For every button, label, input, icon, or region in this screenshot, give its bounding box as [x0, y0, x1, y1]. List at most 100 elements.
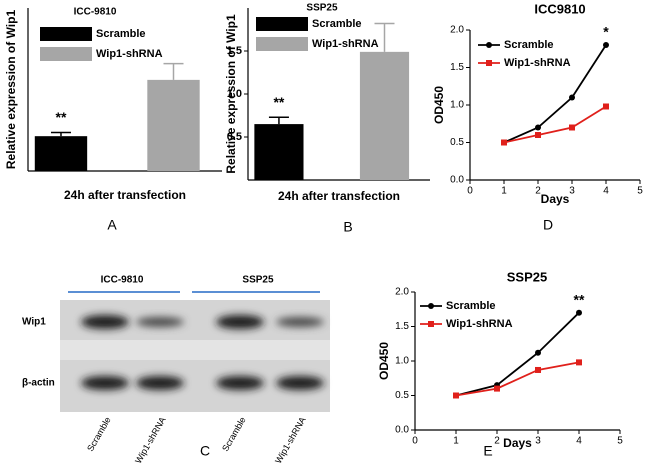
legend-swatch: [40, 27, 92, 41]
annotation: **: [574, 291, 585, 307]
annotation: **: [273, 94, 284, 110]
series-line: [503, 44, 607, 144]
legend-label: Wip1-shRNA: [96, 48, 163, 60]
y-axis-label: Relative expression of Wip1: [4, 10, 18, 170]
legend-swatch: [256, 17, 308, 31]
y-axis-label: OD450: [432, 86, 446, 124]
y-tick-label: 1.5: [227, 45, 242, 57]
y-tick-label: 1.5: [395, 321, 409, 332]
y-tick-label: 0.0: [395, 425, 409, 436]
x-tick-label: 4: [576, 436, 582, 447]
point: [603, 103, 609, 110]
blot-lane-label: Wip1-shRNA: [133, 415, 168, 464]
blot-group-label: SSP25: [242, 275, 274, 286]
blot-row-label: Wip1: [22, 317, 46, 328]
x-tick-label: 0: [412, 436, 418, 447]
bar: [359, 51, 410, 180]
chart-title: SSP25: [507, 269, 547, 284]
panel-label: C: [200, 443, 210, 459]
series-line: [503, 105, 607, 144]
point: [603, 42, 609, 48]
x-axis-label: Days: [503, 436, 532, 450]
blot-band: [81, 315, 129, 329]
blot-band: [276, 317, 324, 327]
y-tick-label: 0.5: [395, 390, 409, 401]
chart-title: ICC-9810: [74, 7, 117, 18]
x-axis-label: Days: [541, 192, 570, 206]
x-tick-label: 3: [535, 436, 541, 447]
y-tick-label: 1.0: [227, 88, 242, 100]
x-tick-label: 1: [453, 436, 459, 447]
y-tick-label: 0.0: [450, 175, 464, 186]
panel-label: B: [343, 219, 352, 235]
point: [569, 94, 575, 101]
point: [453, 392, 459, 399]
bar: [147, 79, 200, 171]
blot-band: [216, 376, 264, 390]
point: [535, 349, 541, 356]
legend-label: Scramble: [504, 39, 554, 51]
y-tick-label: 1.5: [450, 62, 464, 73]
blot-band: [136, 317, 184, 327]
legend-swatch: [256, 37, 308, 51]
panel-label: A: [107, 217, 117, 233]
blot-gap: [60, 340, 330, 360]
y-tick-label: 2.0: [395, 287, 409, 298]
legend-marker: [486, 42, 492, 48]
blot-band: [81, 376, 129, 390]
chart-title: ICC9810: [534, 1, 585, 16]
x-tick-label: 2: [494, 436, 500, 447]
point: [569, 124, 575, 131]
legend-marker: [428, 321, 434, 327]
panel-label: E: [483, 443, 492, 459]
series-line: [455, 312, 580, 397]
x-tick-label: 0: [467, 186, 473, 197]
legend-label: Scramble: [312, 18, 362, 30]
x-axis-label: 24h after transfection: [64, 188, 186, 202]
legend-marker: [486, 60, 492, 66]
blot-band: [276, 376, 324, 390]
point: [494, 385, 500, 392]
blot-lane-label: Scramble: [85, 415, 113, 453]
legend-marker: [428, 303, 434, 309]
y-tick-label: 1.0: [395, 356, 409, 367]
point: [501, 139, 507, 146]
x-tick-label: 4: [603, 186, 609, 197]
blot-lane-label: Scramble: [220, 415, 248, 453]
blot-band: [136, 376, 184, 390]
y-tick-label: 2.0: [450, 25, 464, 36]
point: [576, 309, 582, 316]
y-tick-label: 0.5: [450, 137, 464, 148]
annotation: *: [603, 24, 609, 40]
series-line: [455, 361, 580, 397]
legend-label: Wip1-shRNA: [446, 318, 513, 330]
legend-label: Wip1-shRNA: [312, 38, 379, 50]
y-tick-label: 1.0: [450, 100, 464, 111]
point: [535, 132, 541, 138]
blot-band: [216, 315, 264, 329]
x-tick-label: 5: [617, 436, 623, 447]
chart-title: SSP25: [306, 3, 338, 14]
y-axis-label: OD450: [377, 342, 391, 380]
x-tick-label: 2: [535, 186, 541, 197]
legend-label: Scramble: [96, 28, 146, 40]
point: [535, 366, 541, 373]
blot-row-label: β-actin: [22, 378, 55, 389]
x-tick-label: 3: [569, 186, 575, 197]
panel-label: D: [543, 217, 553, 233]
y-tick-label: 0.5: [227, 131, 242, 143]
legend-label: Scramble: [446, 300, 496, 312]
x-tick-label: 1: [501, 186, 507, 197]
point: [576, 359, 582, 366]
bar: [34, 136, 88, 171]
x-axis-label: 24h after transfection: [278, 189, 400, 203]
point: [535, 124, 541, 131]
blot-lane-label: Wip1-shRNA: [273, 415, 308, 464]
x-tick-label: 5: [637, 186, 643, 197]
blot-group-label: ICC-9810: [101, 275, 144, 286]
legend-label: Wip1-shRNA: [504, 57, 571, 69]
y-axis-label: Relative expression of Wip1: [224, 14, 238, 174]
bar: [254, 124, 304, 180]
legend-swatch: [40, 47, 92, 61]
